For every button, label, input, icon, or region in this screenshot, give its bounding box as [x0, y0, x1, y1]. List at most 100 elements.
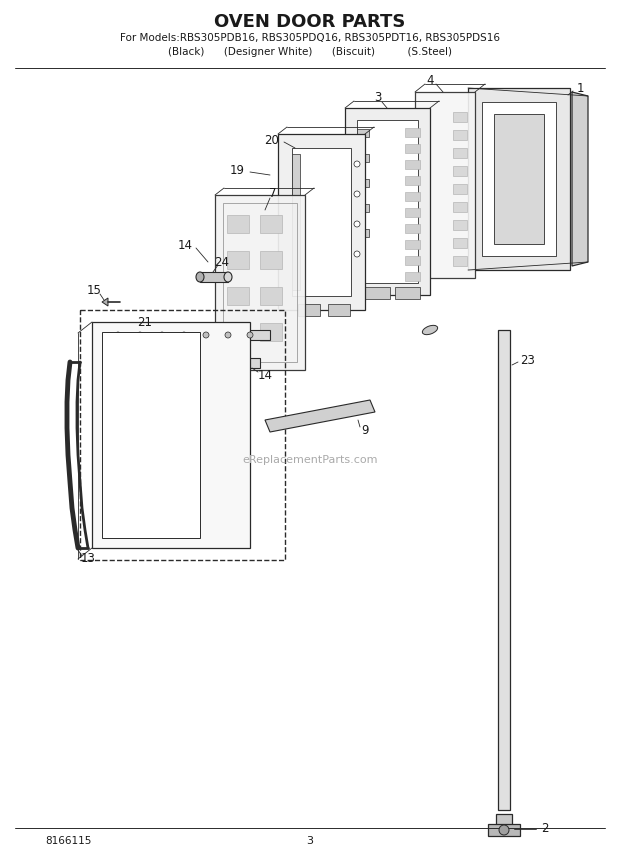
Text: eReplacementParts.com: eReplacementParts.com	[242, 455, 378, 465]
Circle shape	[181, 347, 187, 353]
Text: (Black)      (Designer White)      (Biscuit)          (S.Steel): (Black) (Designer White) (Biscuit) (S.St…	[168, 47, 452, 57]
Polygon shape	[453, 220, 467, 230]
Polygon shape	[260, 215, 282, 233]
Polygon shape	[572, 92, 588, 266]
Polygon shape	[405, 240, 420, 249]
Polygon shape	[345, 108, 430, 295]
Ellipse shape	[422, 325, 438, 335]
Polygon shape	[494, 114, 544, 244]
Circle shape	[159, 347, 165, 353]
Polygon shape	[265, 400, 375, 432]
Polygon shape	[405, 256, 420, 265]
Polygon shape	[453, 184, 467, 194]
Ellipse shape	[224, 272, 232, 282]
Polygon shape	[405, 224, 420, 233]
Circle shape	[115, 347, 121, 353]
Polygon shape	[499, 705, 509, 717]
Polygon shape	[499, 525, 509, 537]
Polygon shape	[405, 176, 420, 185]
Polygon shape	[405, 128, 420, 137]
Text: 19: 19	[229, 163, 244, 176]
Polygon shape	[499, 435, 509, 447]
Circle shape	[137, 332, 143, 338]
Text: 21: 21	[138, 317, 153, 330]
Polygon shape	[215, 195, 305, 370]
Polygon shape	[453, 202, 467, 212]
Polygon shape	[92, 322, 250, 548]
Text: 20: 20	[265, 134, 280, 146]
Polygon shape	[278, 134, 365, 310]
Polygon shape	[395, 287, 420, 299]
Polygon shape	[453, 238, 467, 248]
Polygon shape	[292, 148, 351, 296]
Polygon shape	[499, 585, 509, 597]
Circle shape	[137, 347, 143, 353]
Polygon shape	[496, 814, 512, 832]
Circle shape	[159, 332, 165, 338]
Text: 4: 4	[427, 74, 434, 86]
Polygon shape	[499, 465, 509, 477]
Text: For Models:RBS305PDB16, RBS305PDQ16, RBS305PDT16, RBS305PDS16: For Models:RBS305PDB16, RBS305PDQ16, RBS…	[120, 33, 500, 43]
Circle shape	[354, 161, 360, 167]
Polygon shape	[227, 323, 249, 341]
Polygon shape	[499, 375, 509, 387]
Polygon shape	[328, 304, 350, 316]
Text: 24: 24	[215, 255, 229, 269]
Text: 9: 9	[361, 424, 369, 437]
Ellipse shape	[196, 272, 204, 282]
Polygon shape	[499, 795, 509, 807]
Text: 7: 7	[269, 187, 277, 199]
Polygon shape	[357, 179, 369, 187]
Polygon shape	[357, 204, 369, 212]
Polygon shape	[227, 215, 249, 233]
Polygon shape	[357, 229, 369, 237]
Polygon shape	[499, 765, 509, 777]
Polygon shape	[102, 298, 108, 306]
Polygon shape	[102, 332, 200, 538]
Polygon shape	[499, 675, 509, 687]
Text: 14: 14	[177, 239, 192, 252]
Polygon shape	[110, 345, 210, 355]
Polygon shape	[488, 824, 520, 836]
Polygon shape	[365, 287, 390, 299]
Polygon shape	[415, 92, 475, 278]
Circle shape	[499, 825, 509, 835]
Polygon shape	[499, 735, 509, 747]
Circle shape	[203, 332, 209, 338]
Polygon shape	[200, 272, 228, 282]
Polygon shape	[260, 251, 282, 269]
Polygon shape	[499, 555, 509, 567]
Polygon shape	[298, 304, 320, 316]
Circle shape	[354, 191, 360, 197]
Polygon shape	[499, 615, 509, 627]
Polygon shape	[110, 330, 270, 340]
Circle shape	[225, 332, 231, 338]
Polygon shape	[453, 148, 467, 158]
Text: 23: 23	[521, 354, 536, 366]
Polygon shape	[405, 144, 420, 153]
Polygon shape	[499, 405, 509, 417]
Polygon shape	[357, 120, 418, 283]
Polygon shape	[499, 495, 509, 507]
Polygon shape	[482, 102, 556, 256]
Polygon shape	[260, 323, 282, 341]
Circle shape	[247, 332, 253, 338]
Polygon shape	[405, 160, 420, 169]
Polygon shape	[292, 154, 300, 290]
Polygon shape	[227, 251, 249, 269]
Polygon shape	[453, 166, 467, 176]
Polygon shape	[227, 287, 249, 305]
Circle shape	[181, 332, 187, 338]
Polygon shape	[405, 208, 420, 217]
Text: 8166115: 8166115	[45, 836, 91, 846]
Polygon shape	[405, 192, 420, 201]
Text: OVEN DOOR PARTS: OVEN DOOR PARTS	[215, 13, 405, 31]
Text: 14: 14	[257, 368, 273, 382]
Polygon shape	[357, 129, 369, 137]
Polygon shape	[210, 358, 260, 368]
Polygon shape	[453, 112, 467, 122]
Polygon shape	[499, 645, 509, 657]
Polygon shape	[357, 154, 369, 162]
Polygon shape	[468, 88, 570, 270]
Text: 3: 3	[306, 836, 314, 846]
